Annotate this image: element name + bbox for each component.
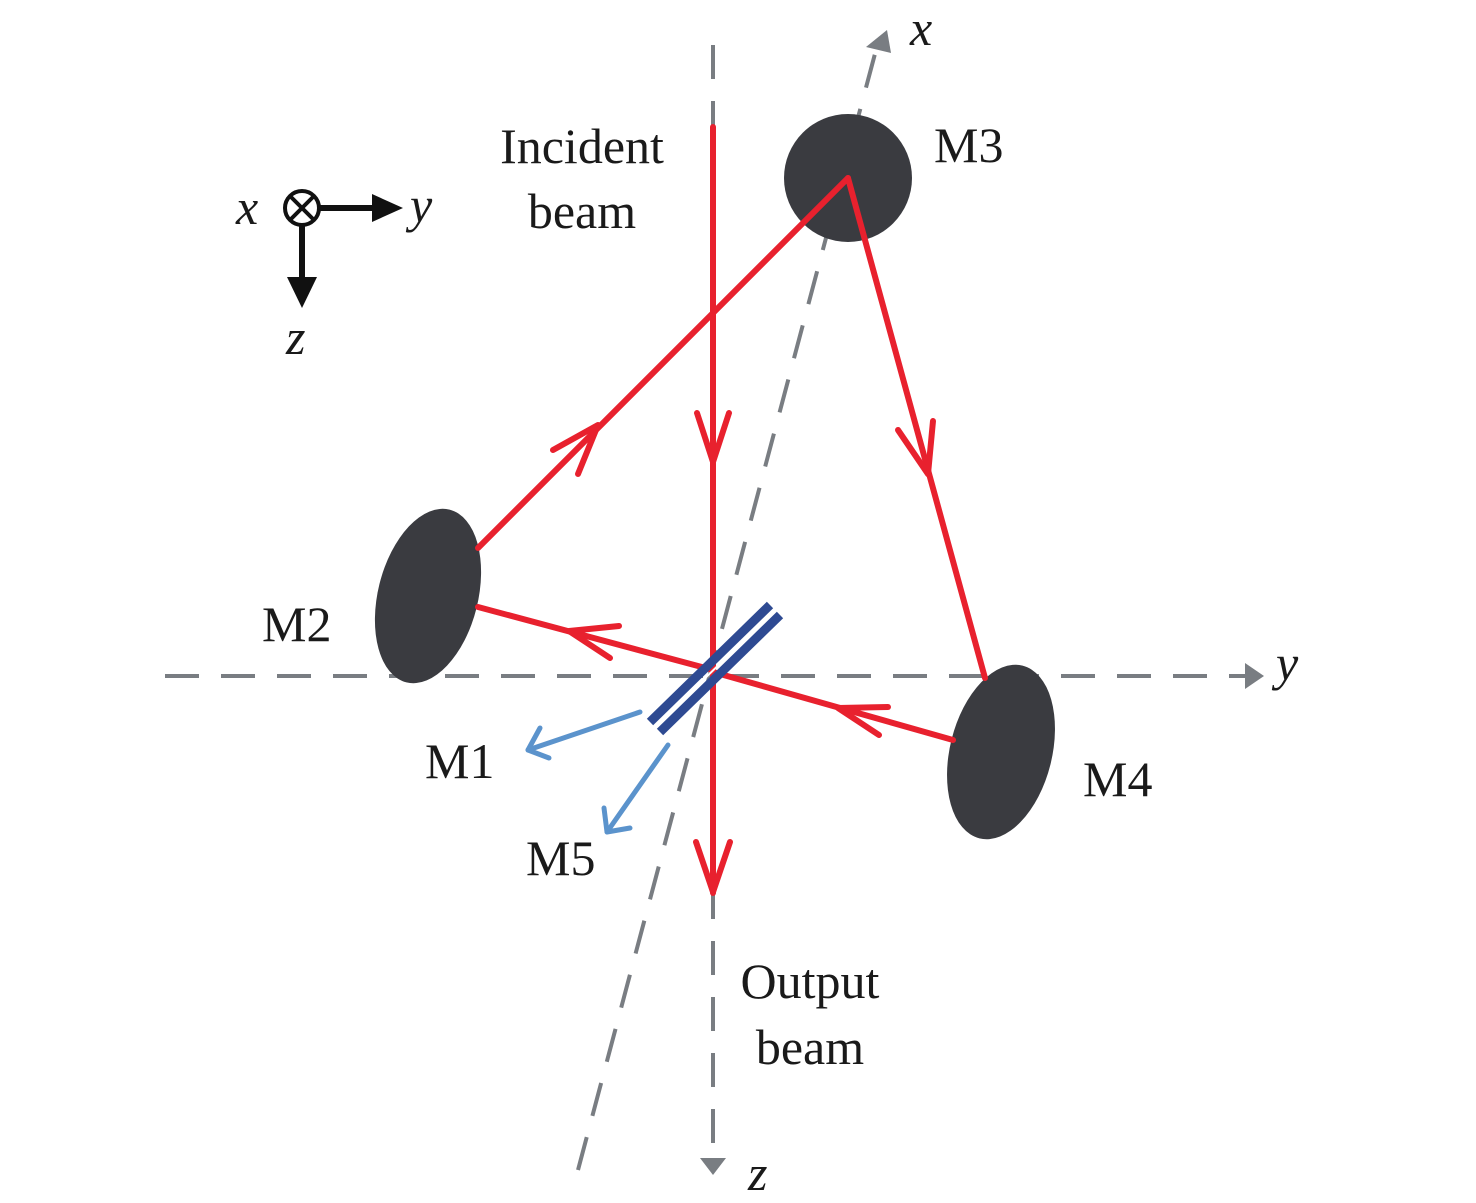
leak-beam-m1 <box>525 709 643 753</box>
m3-label: M3 <box>934 117 1003 173</box>
leak-arrow-m1 <box>525 725 552 761</box>
legend-x-label: x <box>235 179 258 235</box>
incident-beam-label-line2: beam <box>528 183 636 239</box>
beam-arrow-m2-m3 <box>550 422 601 477</box>
output-beam-label-line1: Output <box>741 953 880 1009</box>
beam-m4-to-m1 <box>710 669 956 743</box>
x-axis-label: x <box>909 0 932 56</box>
m2-label: M2 <box>262 596 331 652</box>
m5-label: M5 <box>526 830 595 886</box>
laser-beams <box>475 124 988 896</box>
beam-arrow-m4-m1 <box>835 704 891 738</box>
m4-label: M4 <box>1083 751 1152 807</box>
output-beam-label-line2: beam <box>756 1019 864 1075</box>
legend-z-label: z <box>285 309 305 365</box>
z-axis-arrowhead <box>700 1158 726 1175</box>
beam-arrow-incident <box>694 410 732 465</box>
y-axis-arrowhead <box>1245 663 1264 689</box>
mirror-m2 <box>374 508 482 684</box>
leak-arrow-m5 <box>601 805 633 835</box>
m1-label: M1 <box>425 733 494 789</box>
beam-m2-to-m3 <box>475 175 851 551</box>
beam-arrow-output <box>693 839 733 895</box>
leak-beams <box>525 709 671 835</box>
leak-beam-m5 <box>604 742 671 835</box>
z-axis-label: z <box>747 1145 767 1201</box>
incident-beam-label-line1: Incident <box>500 118 664 174</box>
beam-arrow-m1-m2 <box>566 623 622 661</box>
coordinate-legend: x y z <box>235 177 433 365</box>
beam-m1-to-m2 <box>475 604 716 673</box>
beam-m3-to-m4 <box>845 175 988 681</box>
beam-arrow-m3-m4 <box>895 418 936 477</box>
y-axis-label: y <box>1271 635 1299 691</box>
mirror-m4 <box>947 664 1055 840</box>
mirror-m1-splitter <box>646 601 784 736</box>
x-axis-arrowhead <box>866 30 891 53</box>
legend-y-label: y <box>405 177 433 233</box>
